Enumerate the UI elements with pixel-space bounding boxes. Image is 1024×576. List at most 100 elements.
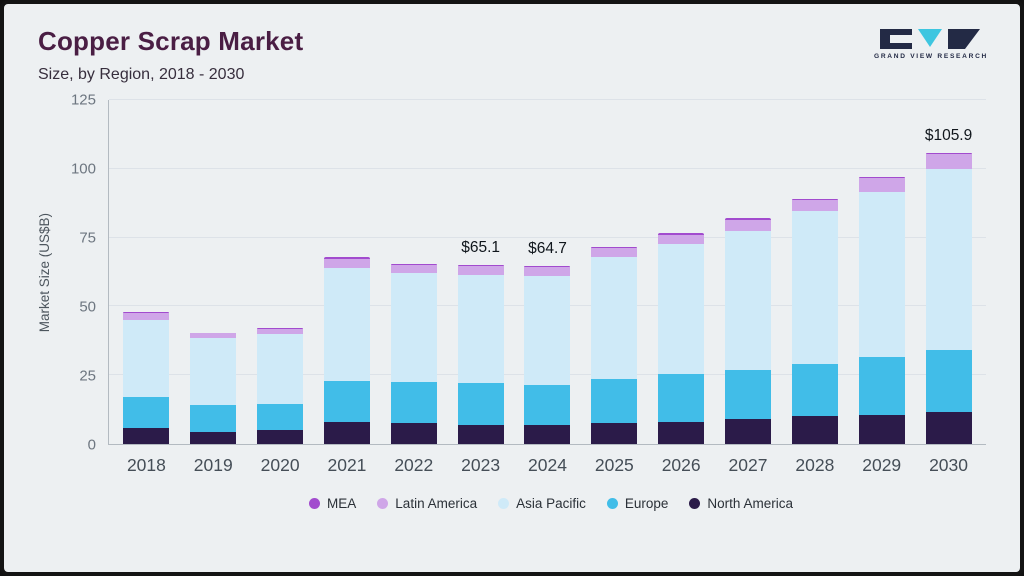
gridline-75 — [109, 236, 986, 238]
segment-asia-pacific — [591, 256, 638, 380]
legend-item-north-america: North America — [689, 496, 793, 511]
segment-latin-america — [524, 267, 571, 276]
stacked-bar-2026 — [658, 100, 705, 444]
segment-north-america — [457, 424, 504, 444]
segment-mea — [457, 264, 504, 267]
bar-slot-2020 — [247, 100, 314, 444]
x-label-2026: 2026 — [661, 455, 701, 475]
segment-europe — [524, 384, 571, 425]
x-label-2023: 2023 — [461, 455, 501, 475]
segment-asia-pacific — [323, 267, 370, 381]
segment-latin-america — [123, 313, 170, 321]
segment-europe — [925, 350, 972, 413]
legend-item-europe: Europe — [606, 496, 668, 511]
x-label-2021: 2021 — [327, 455, 367, 475]
segment-mea — [190, 332, 237, 334]
legend-label: North America — [707, 495, 793, 511]
stacked-bar-2025 — [591, 100, 638, 444]
legend-item-mea: MEA — [309, 496, 356, 511]
segment-asia-pacific — [658, 244, 705, 374]
segment-latin-america — [190, 333, 237, 339]
segment-europe — [791, 364, 838, 417]
y-tick-125: 125 — [70, 91, 96, 109]
segment-mea — [257, 328, 304, 329]
segment-mea — [524, 265, 571, 268]
x-label-2030: 2030 — [929, 455, 969, 475]
segment-north-america — [591, 423, 638, 444]
segment-latin-america — [925, 153, 972, 169]
legend-item-latin-america: Latin America — [377, 496, 477, 511]
segment-europe — [323, 380, 370, 422]
segment-mea — [123, 311, 170, 314]
y-axis-title-wrap: Market Size (US$B) — [32, 100, 56, 445]
segment-asia-pacific — [257, 333, 304, 405]
y-tick-50: 50 — [79, 298, 96, 316]
segment-europe — [123, 397, 170, 428]
y-tick-100: 100 — [70, 160, 96, 178]
gvr-logo-icon — [880, 29, 980, 49]
segment-latin-america — [591, 248, 638, 257]
stacked-bar-2020 — [257, 100, 304, 444]
legend-label: Asia Pacific — [516, 495, 586, 511]
bar-slot-2022 — [380, 100, 447, 444]
segment-asia-pacific — [457, 274, 504, 384]
gridline-100 — [109, 167, 986, 169]
header: Copper Scrap Market Size, by Region, 201… — [32, 20, 986, 84]
segment-north-america — [323, 421, 370, 444]
segment-north-america — [725, 419, 772, 444]
chart-area: Market Size (US$B) 0 25 50 75 100 125 $65.1 $6… — [32, 92, 986, 564]
bar-slot-2029 — [848, 100, 915, 444]
segment-latin-america — [457, 266, 504, 275]
logo-text: GRAND VIEW RESEARCH — [874, 53, 988, 60]
stacked-bar-2019 — [190, 100, 237, 444]
x-label-2025: 2025 — [594, 455, 634, 475]
gvr-logo: GRAND VIEW RESEARCH — [874, 28, 986, 60]
segment-europe — [591, 379, 638, 424]
bar-slot-2024: $64.7 — [514, 100, 581, 444]
segment-asia-pacific — [190, 338, 237, 406]
bar-slot-2028 — [781, 100, 848, 444]
segment-mea — [791, 199, 838, 201]
legend-label: Latin America — [395, 495, 478, 511]
segment-north-america — [925, 412, 972, 444]
segment-latin-america — [725, 219, 772, 231]
segment-north-america — [858, 415, 905, 444]
segment-mea — [323, 257, 370, 260]
legend-label: MEA — [327, 495, 357, 511]
y-tick-75: 75 — [79, 229, 96, 247]
y-tick-25: 25 — [79, 367, 96, 385]
bar-slot-2025 — [581, 100, 648, 444]
plot-area: $65.1 $64.7 $105.9 — [108, 99, 986, 445]
legend: MEA Latin America Asia Pacific Europe North … — [116, 483, 986, 523]
header-titles: Copper Scrap Market Size, by Region, 201… — [32, 20, 303, 84]
stacked-bar-2022 — [390, 100, 437, 444]
x-label-2027: 2027 — [728, 455, 768, 475]
y-axis-title: Market Size (US$B) — [36, 212, 52, 333]
bar-slot-2018 — [113, 100, 180, 444]
segment-latin-america — [658, 234, 705, 245]
segment-europe — [457, 383, 504, 425]
segment-europe — [190, 405, 237, 432]
segment-mea — [925, 152, 972, 154]
segment-latin-america — [257, 328, 304, 334]
x-label-2018: 2018 — [126, 455, 166, 475]
x-label-2028: 2028 — [795, 455, 835, 475]
x-label-2020: 2020 — [260, 455, 300, 475]
legend-dot-latin-america — [377, 497, 389, 509]
stacked-bar-2030 — [925, 100, 972, 444]
legend-dot-asia-pacific — [498, 497, 510, 509]
segment-europe — [257, 404, 304, 431]
x-axis: 2018 2019 2020 2021 2022 2023 2024 2025 2026 2027… — [109, 445, 986, 483]
segment-north-america — [658, 421, 705, 444]
legend-dot-north-america — [689, 497, 701, 509]
bar-slot-2026 — [648, 100, 715, 444]
segment-north-america — [791, 416, 838, 444]
segment-asia-pacific — [390, 273, 437, 383]
segment-north-america — [257, 430, 304, 444]
stacked-bar-2018 — [123, 100, 170, 444]
value-label-2030: $105.9 — [924, 126, 973, 144]
x-label-2019: 2019 — [193, 455, 233, 475]
value-label-2023: $65.1 — [461, 238, 501, 256]
segment-europe — [390, 382, 437, 424]
segment-latin-america — [323, 259, 370, 268]
